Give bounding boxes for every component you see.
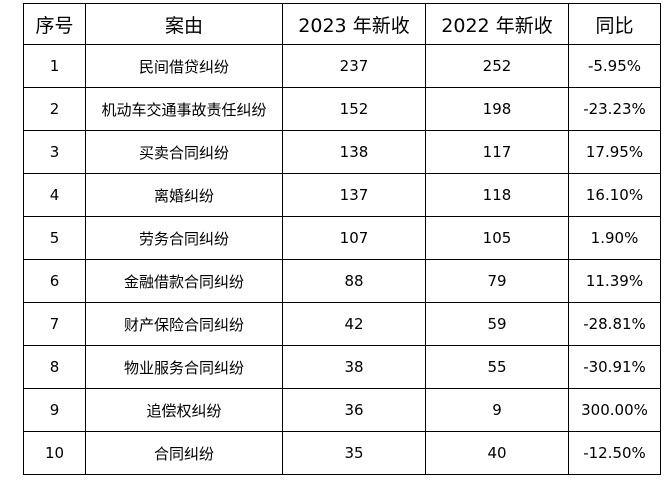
cell-cause: 合同纠纷 xyxy=(85,431,283,475)
cell-2023-new: 35 xyxy=(282,431,426,475)
cell-index: 9 xyxy=(23,388,86,432)
header-yoy: 同比 xyxy=(568,3,661,45)
cell-2023-new: 138 xyxy=(282,130,426,174)
header-cause: 案由 xyxy=(85,3,283,45)
cell-2023-new: 237 xyxy=(282,44,426,88)
cell-2022-new: 105 xyxy=(425,216,569,260)
table-row: 6 金融借款合同纠纷 88 79 11.39% xyxy=(23,259,661,303)
cell-2022-new: 118 xyxy=(425,173,569,217)
cell-yoy: 11.39% xyxy=(568,259,661,303)
cell-2022-new: 117 xyxy=(425,130,569,174)
cell-yoy: 1.90% xyxy=(568,216,661,260)
cell-cause: 机动车交通事故责任纠纷 xyxy=(85,87,283,131)
cell-yoy: 17.95% xyxy=(568,130,661,174)
header-row: 序号 案由 2023 年新收 2022 年新收 同比 xyxy=(23,3,661,45)
table-row: 9 追偿权纠纷 36 9 300.00% xyxy=(23,388,661,432)
cell-cause: 追偿权纠纷 xyxy=(85,388,283,432)
cell-cause: 物业服务合同纠纷 xyxy=(85,345,283,389)
cell-index: 5 xyxy=(23,216,86,260)
cell-2022-new: 198 xyxy=(425,87,569,131)
table-row: 5 劳务合同纠纷 107 105 1.90% xyxy=(23,216,661,260)
cell-yoy: 300.00% xyxy=(568,388,661,432)
cell-index: 10 xyxy=(23,431,86,475)
table-row: 10 合同纠纷 35 40 -12.50% xyxy=(23,431,661,475)
cell-index: 4 xyxy=(23,173,86,217)
header-2022-new: 2022 年新收 xyxy=(425,3,569,45)
cell-2023-new: 107 xyxy=(282,216,426,260)
cell-2022-new: 252 xyxy=(425,44,569,88)
cell-2022-new: 79 xyxy=(425,259,569,303)
table-row: 1 民间借贷纠纷 237 252 -5.95% xyxy=(23,44,661,88)
table-row: 2 机动车交通事故责任纠纷 152 198 -23.23% xyxy=(23,87,661,131)
table-row: 7 财产保险合同纠纷 42 59 -28.81% xyxy=(23,302,661,346)
cell-2023-new: 36 xyxy=(282,388,426,432)
cell-cause: 买卖合同纠纷 xyxy=(85,130,283,174)
cell-2022-new: 9 xyxy=(425,388,569,432)
cell-yoy: -28.81% xyxy=(568,302,661,346)
table-row: 3 买卖合同纠纷 138 117 17.95% xyxy=(23,130,661,174)
case-statistics-table: 序号 案由 2023 年新收 2022 年新收 同比 1 民间借贷纠纷 237 … xyxy=(23,3,661,475)
cell-yoy: -12.50% xyxy=(568,431,661,475)
cell-2023-new: 38 xyxy=(282,345,426,389)
cell-cause: 财产保险合同纠纷 xyxy=(85,302,283,346)
cell-index: 1 xyxy=(23,44,86,88)
cell-cause: 劳务合同纠纷 xyxy=(85,216,283,260)
cell-2023-new: 42 xyxy=(282,302,426,346)
cell-yoy: -5.95% xyxy=(568,44,661,88)
cell-yoy: -30.91% xyxy=(568,345,661,389)
cell-2023-new: 152 xyxy=(282,87,426,131)
cell-2023-new: 88 xyxy=(282,259,426,303)
header-index: 序号 xyxy=(23,3,86,45)
cell-index: 7 xyxy=(23,302,86,346)
cell-index: 2 xyxy=(23,87,86,131)
cell-yoy: 16.10% xyxy=(568,173,661,217)
cell-cause: 民间借贷纠纷 xyxy=(85,44,283,88)
cell-cause: 金融借款合同纠纷 xyxy=(85,259,283,303)
table-row: 4 离婚纠纷 137 118 16.10% xyxy=(23,173,661,217)
cell-index: 3 xyxy=(23,130,86,174)
table-row: 8 物业服务合同纠纷 38 55 -30.91% xyxy=(23,345,661,389)
cell-2022-new: 40 xyxy=(425,431,569,475)
header-2023-new: 2023 年新收 xyxy=(282,3,426,45)
cell-index: 6 xyxy=(23,259,86,303)
cell-cause: 离婚纠纷 xyxy=(85,173,283,217)
cell-yoy: -23.23% xyxy=(568,87,661,131)
cell-2022-new: 55 xyxy=(425,345,569,389)
cell-2023-new: 137 xyxy=(282,173,426,217)
cell-index: 8 xyxy=(23,345,86,389)
cell-2022-new: 59 xyxy=(425,302,569,346)
